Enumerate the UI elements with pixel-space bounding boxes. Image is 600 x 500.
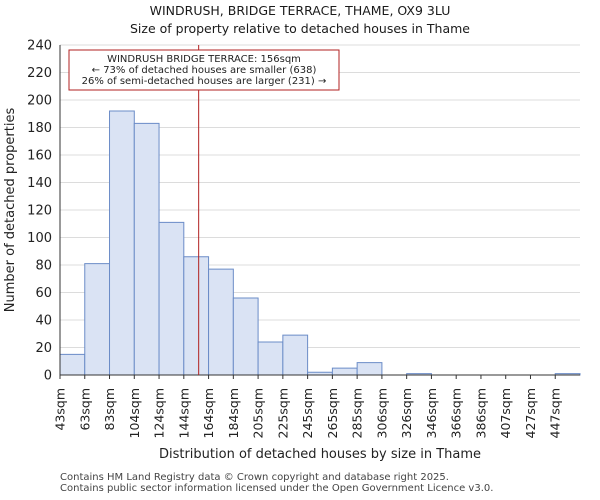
x-tick-label: 407sqm	[498, 388, 513, 438]
y-tick-label: 120	[27, 204, 52, 219]
bar	[59, 353, 86, 376]
bar	[331, 367, 358, 376]
x-tick-label: 326sqm	[399, 388, 414, 438]
y-tick-label: 140	[27, 176, 52, 191]
x-tick-label: 306sqm	[374, 388, 389, 438]
y-tick-label: 20	[35, 341, 52, 356]
bar	[282, 334, 309, 376]
bar	[133, 122, 160, 376]
y-tick-label: 100	[27, 231, 52, 246]
bar	[232, 297, 259, 376]
x-axis-label: Distribution of detached houses by size …	[159, 447, 481, 462]
footer-line-1: Contains HM Land Registry data © Crown c…	[60, 472, 449, 483]
y-tick-label: 40	[35, 314, 52, 329]
x-tick-labels: 43sqm 63sqm 83sqm 104sqm 124sqm 144sqm 164sqm 1…	[53, 388, 563, 438]
annotation-box: WINDRUSH BRIDGE TERRACE: 156sqm ← 73% of…	[68, 49, 340, 91]
x-tick-label: 83sqm	[102, 388, 117, 431]
y-tick-label: 80	[35, 259, 52, 274]
bar	[356, 362, 383, 376]
x-tick-label: 43sqm	[53, 388, 68, 431]
annotation-line-3: 26% of semi-detached houses are larger (…	[82, 76, 327, 87]
bar	[84, 263, 111, 376]
x-tick-label: 285sqm	[350, 388, 365, 438]
y-tick-label: 240	[27, 39, 52, 54]
chart-subtitle: Size of property relative to detached ho…	[130, 21, 470, 36]
x-tick-label: 124sqm	[152, 388, 167, 438]
x-tick-label: 386sqm	[473, 388, 488, 438]
bar	[109, 110, 135, 376]
x-tick-label: 184sqm	[226, 388, 241, 438]
bars	[59, 110, 581, 376]
bar	[183, 256, 210, 376]
annotation-line-2: ← 73% of detached houses are smaller (63…	[92, 65, 317, 76]
y-tick-label: 60	[35, 286, 52, 301]
x-tick-label: 366sqm	[449, 388, 464, 438]
axes	[59, 45, 580, 379]
y-tick-label: 0	[44, 369, 52, 384]
x-tick-label: 427sqm	[523, 388, 538, 438]
x-tick-label: 104sqm	[127, 388, 142, 438]
x-tick-label: 265sqm	[325, 388, 340, 438]
y-tick-label: 200	[27, 94, 52, 109]
footer-line-2: Contains public sector information licen…	[60, 483, 494, 494]
x-tick-label: 63sqm	[77, 388, 92, 431]
bar	[158, 221, 185, 376]
bar	[208, 268, 234, 376]
y-tick-label: 160	[27, 149, 52, 164]
x-tick-label: 447sqm	[548, 388, 563, 438]
x-tick-label: 346sqm	[424, 388, 439, 438]
y-tick-label: 180	[27, 121, 52, 136]
y-axis-label: Number of detached properties	[3, 108, 18, 313]
x-tick-label: 144sqm	[176, 388, 191, 438]
chart-title: WINDRUSH, BRIDGE TERRACE, THAME, OX9 3LU	[149, 3, 451, 18]
annotation-line-1: WINDRUSH BRIDGE TERRACE: 156sqm	[107, 54, 301, 65]
y-tick-label: 220	[27, 66, 52, 81]
x-tick-label: 245sqm	[300, 388, 315, 438]
bar	[257, 341, 284, 376]
y-tick-labels: 0 20 40 60 80 100 120 140 160 180 200 220 240	[27, 39, 52, 384]
x-tick-label: 164sqm	[201, 388, 216, 438]
x-tick-label: 225sqm	[275, 388, 290, 438]
x-tick-label: 205sqm	[251, 388, 266, 438]
